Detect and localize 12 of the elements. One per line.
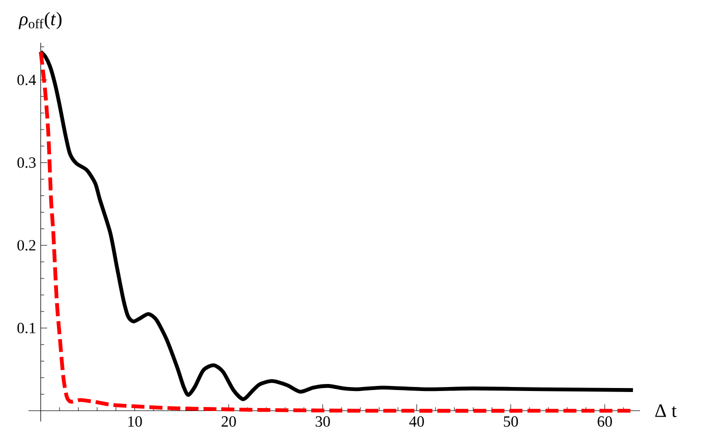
y-tick-label: 0.3 bbox=[17, 157, 36, 168]
x-tick-label: 50 bbox=[504, 416, 518, 427]
x-tick-label: 10 bbox=[128, 416, 142, 427]
y-tick-label: 0.4 bbox=[17, 74, 36, 86]
x-axis-title: Δ t bbox=[655, 404, 677, 418]
x-tick-label: 60 bbox=[598, 416, 612, 427]
x-tick-label: 20 bbox=[222, 416, 236, 427]
y-tick-label: 0.2 bbox=[17, 240, 36, 251]
x-tick-label: 40 bbox=[409, 416, 424, 427]
x-tick-label: 30 bbox=[316, 416, 330, 427]
y-axis-title: ρ$_{off}$(t) bbox=[18, 12, 62, 30]
y-tick-label: 0.1 bbox=[17, 322, 36, 334]
